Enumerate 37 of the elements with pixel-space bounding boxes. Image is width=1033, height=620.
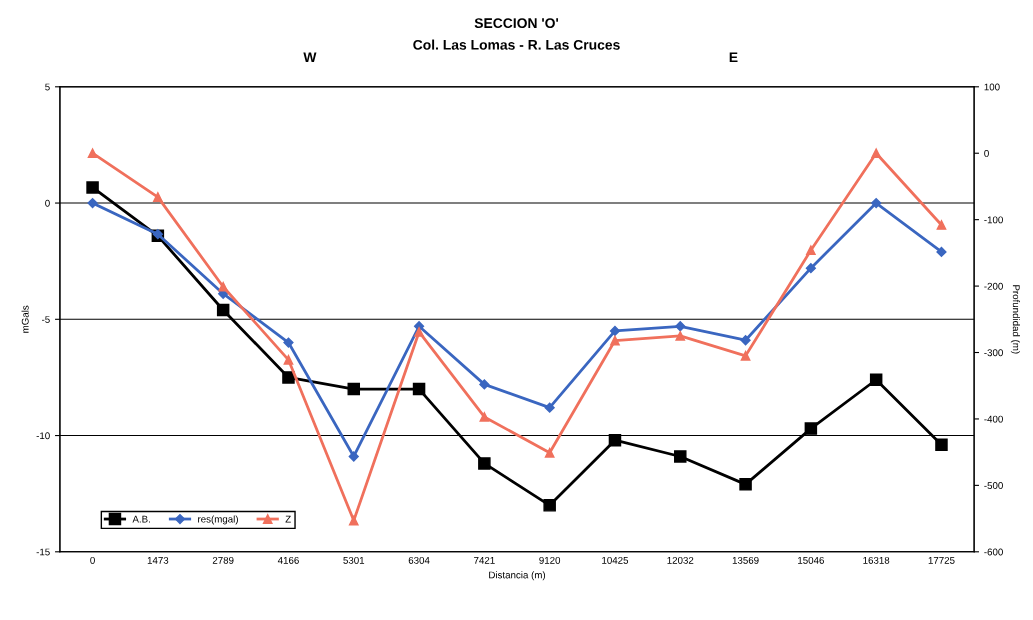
text: E <box>729 52 738 62</box>
y-tick-label: -15 <box>36 548 50 556</box>
x-tick-label: 10425 <box>602 556 629 564</box>
chart-subtitle: Col. Las Lomas - R. Las Cruces <box>413 39 620 50</box>
x-axis-title: Distancia (m) <box>489 571 546 581</box>
x-tick-label: 1473 <box>147 556 169 564</box>
x-tick-label: 7421 <box>474 556 495 564</box>
y-tick-label: 5 <box>45 83 50 91</box>
x-tick-label: 2789 <box>212 556 234 564</box>
y-tick-label: -5 <box>41 316 50 323</box>
x-tick-label: 9120 <box>539 556 561 564</box>
y2-tick-label: -100 <box>984 216 1003 224</box>
y-tick-label: 0 <box>45 199 50 207</box>
y2-tick-label: -500 <box>984 482 1003 489</box>
y2-tick-label: 100 <box>984 83 1000 91</box>
y2-axis-title: Profundidad (m) <box>1010 285 1020 354</box>
x-tick-label: 15046 <box>798 556 824 564</box>
legend-label: A.B. <box>132 515 150 523</box>
y2-tick-label: -400 <box>984 415 1003 423</box>
x-tick-label: 4166 <box>277 556 299 564</box>
y2-tick-label: -600 <box>984 548 1003 556</box>
x-tick-label: 0 <box>90 556 95 564</box>
y2-tick-label: -200 <box>984 282 1003 290</box>
x-tick-label: 5301 <box>343 556 365 564</box>
y-tick-label: -10 <box>36 432 50 440</box>
x-tick-label: 17725 <box>928 556 955 564</box>
legend-label: res(mgal) <box>198 515 238 525</box>
x-tick-label: 16318 <box>863 556 890 564</box>
chart-title: SECCION 'O' <box>474 18 559 29</box>
y2-tick-label: -300 <box>984 349 1003 357</box>
x-tick-label: 13569 <box>732 556 759 564</box>
y2-tick-label: 0 <box>984 149 989 157</box>
y-axis-title: mGals <box>21 305 29 333</box>
x-tick-label: 6304 <box>408 556 430 564</box>
text: W <box>303 52 317 62</box>
legend-label: Z <box>285 515 291 523</box>
x-tick-label: 12032 <box>667 556 694 564</box>
